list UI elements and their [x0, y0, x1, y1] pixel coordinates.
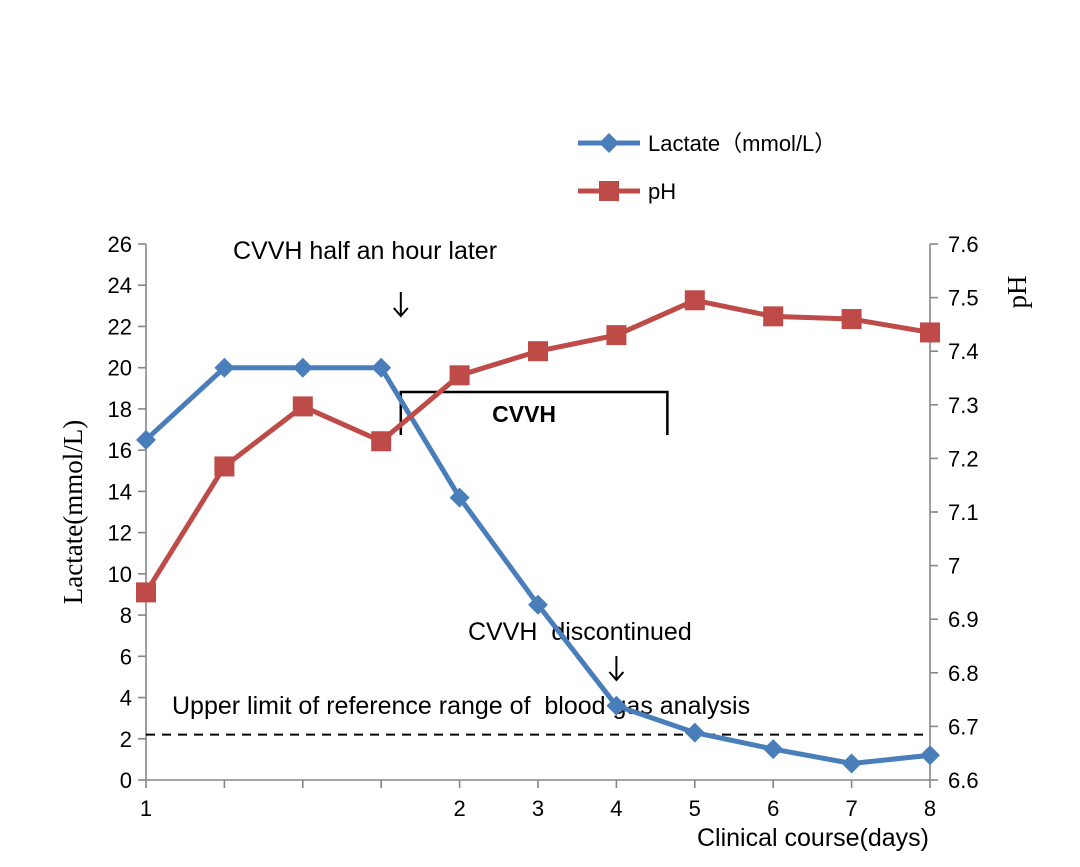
right-y-ticks: 6.6 6.7 6.8 6.9 7 7.1 7.2 7.3 7.4 7.5 7.6	[930, 232, 979, 793]
data-point-diamond	[528, 594, 548, 615]
left-y-tick-label: 0	[120, 768, 132, 793]
left-y-tick-label: 14	[108, 479, 132, 504]
legend: Lactate（mmol/L） pH	[578, 131, 836, 204]
x-axis-label: Clinical course(days)	[697, 824, 929, 852]
data-point-diamond	[449, 487, 470, 508]
data-point-square	[763, 306, 784, 327]
left-y-tick-label: 6	[120, 644, 132, 669]
x-tick-label: 8	[924, 796, 936, 821]
annotation-cvvh-discontinued: CVVH discontinued	[468, 618, 692, 646]
data-point-diamond	[763, 739, 784, 760]
series-lactate	[136, 357, 940, 774]
left-y-tick-label: 16	[108, 438, 132, 463]
data-point-diamond	[684, 722, 705, 743]
down-arrow-icon	[608, 656, 625, 682]
x-tick-label: 4	[610, 796, 622, 821]
right-y-tick-label: 6.9	[948, 607, 979, 632]
data-point-diamond	[606, 695, 627, 716]
cvvh-bracket-label: CVVH	[492, 401, 556, 427]
data-point-diamond	[136, 429, 156, 450]
cvvh-bracket-line	[399, 390, 669, 435]
x-tick-label: 1	[140, 796, 152, 821]
down-arrow-icon	[393, 292, 409, 318]
left-y-tick-label: 2	[120, 727, 132, 752]
legend-item-ph: pH	[578, 179, 676, 204]
data-point-square	[136, 582, 156, 603]
data-point-square	[214, 456, 235, 477]
legend-label-ph: pH	[648, 179, 676, 204]
right-y-tick-label: 7.6	[948, 232, 979, 257]
data-point-square	[841, 309, 862, 330]
left-y-tick-label: 8	[120, 603, 132, 628]
annotations-group: CVVH half an hour later CVVH discontinue…	[233, 237, 692, 682]
data-point-square	[371, 431, 392, 452]
cvvh-bracket: CVVH	[399, 390, 669, 435]
left-y-tick-label: 24	[108, 273, 132, 298]
data-point-square	[449, 365, 470, 386]
right-y-tick-label: 6.6	[948, 768, 979, 793]
left-y-tick-label: 20	[108, 356, 132, 381]
right-y-tick-label: 7.1	[948, 500, 979, 525]
left-y-axis-label: Lactate(mmol/L)	[58, 420, 88, 604]
data-point-square	[292, 396, 313, 417]
right-y-tick-label: 7.3	[948, 393, 979, 418]
right-y-tick-label: 7.5	[948, 286, 979, 311]
x-tick-label: 3	[532, 796, 544, 821]
left-y-tick-label: 10	[108, 562, 132, 587]
data-point-diamond	[292, 357, 313, 378]
series-ph	[136, 290, 940, 603]
data-point-square	[528, 341, 548, 362]
legend-item-lactate: Lactate（mmol/L）	[578, 131, 836, 156]
left-y-tick-label: 22	[108, 314, 132, 339]
reference-line-label: Upper limit of reference range of blood …	[172, 692, 750, 720]
data-point-square	[920, 322, 940, 343]
left-y-tick-label: 4	[120, 686, 132, 711]
legend-diamond-marker-icon	[599, 133, 619, 153]
legend-square-marker-icon	[599, 181, 619, 201]
x-tick-label: 6	[767, 796, 779, 821]
x-tick-label: 7	[845, 796, 857, 821]
data-point-diamond	[371, 357, 392, 378]
right-y-tick-label: 7.4	[948, 339, 979, 364]
right-y-axis-label: pH	[1002, 276, 1032, 309]
reference-line-group: Upper limit of reference range of blood …	[146, 692, 930, 736]
x-ticks: 1 2 3 4 5 6 7 8	[140, 780, 936, 821]
arrow-head	[393, 307, 409, 318]
data-point-square	[684, 290, 705, 311]
right-y-tick-label: 6.7	[948, 714, 979, 739]
x-tick-label: 5	[689, 796, 701, 821]
x-tick-label: 2	[453, 796, 465, 821]
data-point-diamond	[214, 357, 235, 378]
right-y-tick-label: 6.8	[948, 661, 979, 686]
right-y-tick-label: 7	[948, 554, 960, 579]
left-y-tick-label: 26	[108, 232, 132, 257]
left-y-tick-label: 18	[108, 397, 132, 422]
annotation-cvvh-start: CVVH half an hour later	[233, 237, 497, 265]
data-point-square	[606, 325, 627, 346]
arrow-head	[608, 671, 625, 682]
legend-label-lactate: Lactate（mmol/L）	[648, 131, 836, 156]
data-point-diamond	[841, 753, 862, 774]
left-y-tick-label: 12	[108, 521, 132, 546]
right-y-tick-label: 7.2	[948, 446, 979, 471]
data-point-diamond	[920, 745, 940, 766]
series-group	[136, 290, 940, 774]
